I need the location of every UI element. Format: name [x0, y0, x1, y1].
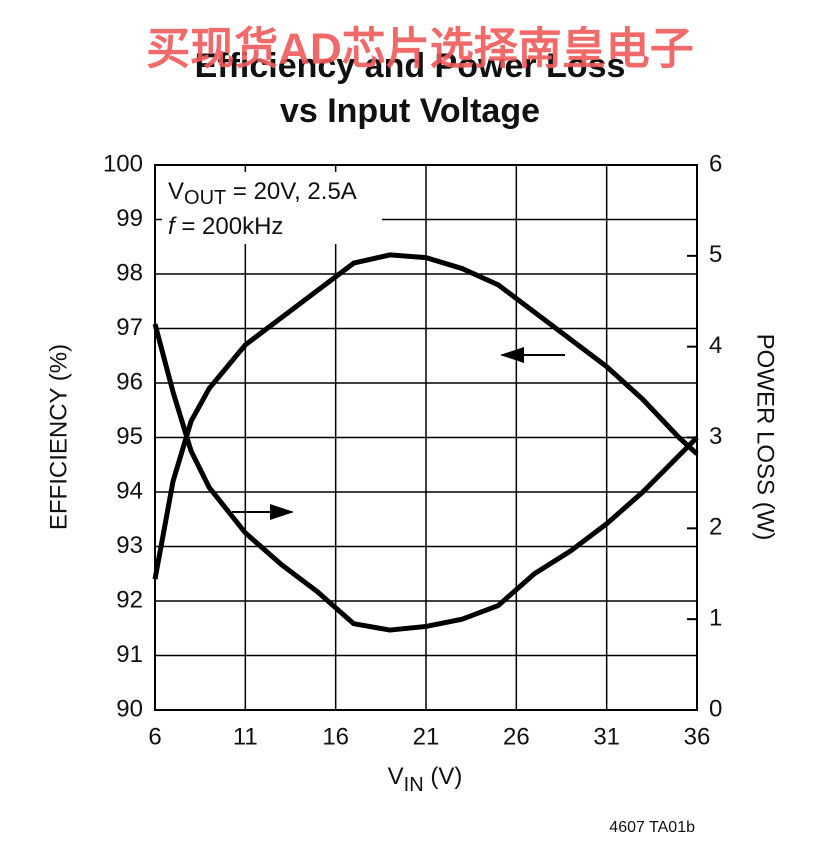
y-tick-label: 99: [116, 205, 143, 232]
y2-tick-label: 0: [709, 695, 722, 722]
y-tick-label: 100: [103, 150, 143, 177]
annotation-box: [162, 172, 382, 244]
annotation-part: = 200kHz: [175, 213, 284, 240]
annotation: f = 200kHz: [168, 213, 283, 240]
y2-tick-label: 3: [709, 423, 722, 450]
x-tick-label: 16: [322, 723, 349, 750]
y2-tick-label: 1: [709, 605, 722, 632]
y2-tick-label: 4: [709, 332, 722, 359]
y-tick-label: 93: [116, 532, 143, 559]
x-tick-label: 6: [148, 723, 161, 750]
y-tick-label: 97: [116, 314, 143, 341]
annotation: VOUT = 20V, 2.5A: [168, 178, 357, 209]
y-tick-label: 94: [116, 477, 143, 504]
annotation-part: OUT: [184, 187, 226, 209]
annotation-part: V: [168, 178, 184, 205]
x-tick-label: 21: [413, 723, 440, 750]
watermark: 买现货AD芯片选择南皇电子: [146, 25, 694, 74]
series-line: [152, 323, 699, 633]
y2-tick-label: 2: [709, 514, 722, 541]
y-tick-label: 91: [116, 641, 143, 668]
y2-tick-label: 5: [709, 241, 722, 268]
chart-title: Efficiency and Power Loss: [195, 47, 626, 85]
x-axis-label-part: (V): [424, 763, 463, 790]
x-tick-label: 31: [593, 723, 620, 750]
footnote: 4607 TA01b: [609, 819, 695, 836]
y2-tick-label: 6: [709, 150, 722, 177]
series-line: [152, 252, 699, 580]
x-tick-label: 11: [233, 723, 258, 750]
x-axis-label-part: IN: [404, 774, 424, 796]
y-axis-label: EFFICIENCY (%): [45, 344, 72, 530]
annotation-part: = 20V, 2.5A: [226, 178, 357, 205]
y-tick-label: 92: [116, 586, 143, 613]
annotation-part: f: [168, 213, 177, 240]
y2-axis-label: POWER LOSS (W): [752, 334, 779, 541]
x-axis-label-part: V: [388, 763, 404, 790]
y-tick-label: 98: [116, 259, 143, 286]
chart-title: vs Input Voltage: [280, 92, 540, 130]
y-tick-label: 95: [116, 423, 143, 450]
y-tick-label: 90: [116, 695, 143, 722]
y-tick-label: 96: [116, 368, 143, 395]
x-axis-label: VIN (V): [388, 763, 463, 796]
x-tick-label: 26: [503, 723, 530, 750]
x-tick-label: 36: [684, 723, 711, 750]
